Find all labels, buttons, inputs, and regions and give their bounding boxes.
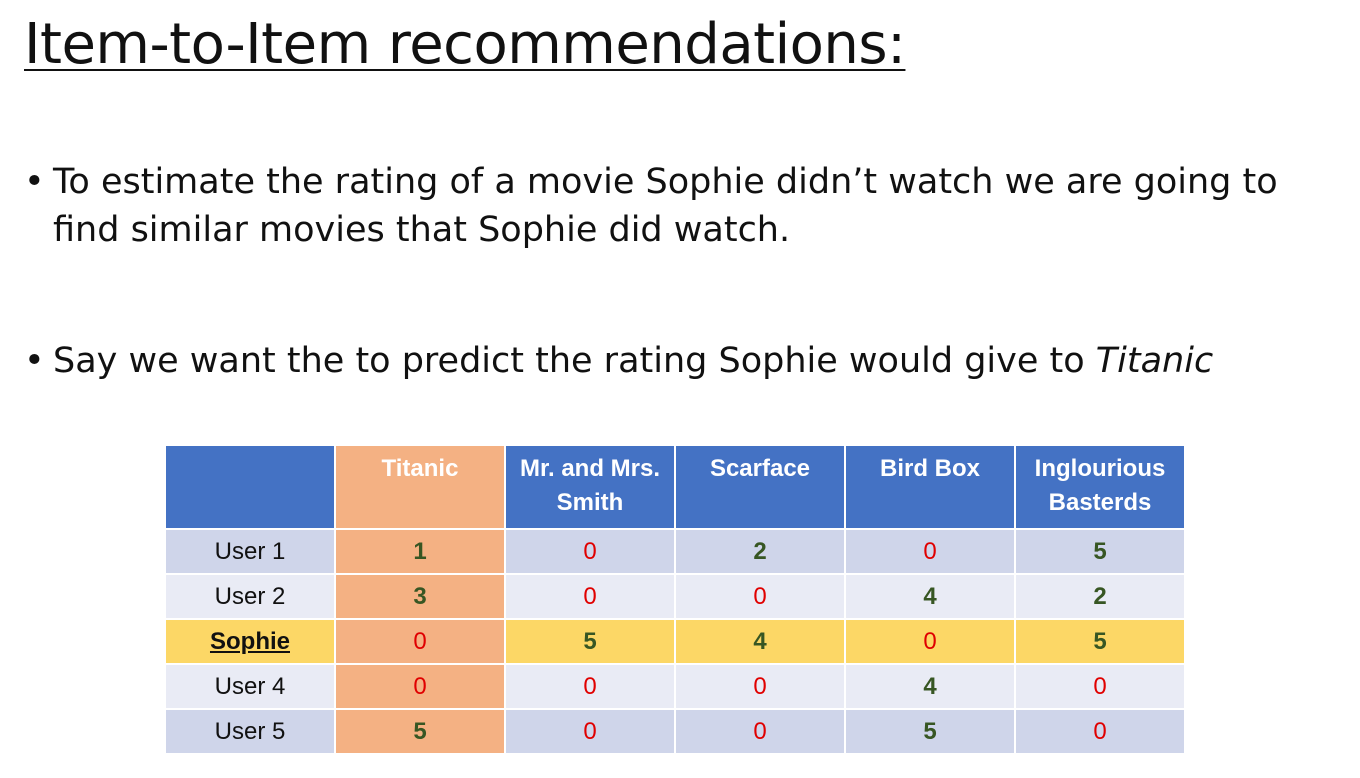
- column-header-titanic: Titanic: [334, 444, 506, 530]
- rating-cell: 0: [674, 573, 846, 620]
- rating-cell: 2: [674, 528, 846, 575]
- bullet-2-movie-name: Titanic: [1095, 341, 1214, 381]
- bullet-marker: •: [24, 341, 45, 381]
- column-header-bird-box: Bird Box: [844, 444, 1016, 530]
- row-label-sophie: Sophie: [164, 618, 336, 665]
- bullet-2-text-plain: Say we want the to predict the rating So…: [53, 341, 1096, 381]
- slide-title: Item-to-Item recommendations:: [24, 12, 906, 77]
- bullet-2: • Say we want the to predict the rating …: [24, 337, 1334, 385]
- rating-cell: 0: [504, 573, 676, 620]
- rating-cell: 1: [334, 528, 506, 575]
- column-header-inglourious-basterds: Inglourious Basterds: [1014, 444, 1186, 530]
- rating-cell: 5: [334, 708, 506, 755]
- rating-cell: 0: [504, 663, 676, 710]
- rating-cell: 5: [844, 708, 1016, 755]
- rating-cell: 0: [334, 618, 506, 665]
- bullet-marker: •: [24, 162, 45, 202]
- rating-cell: 0: [674, 708, 846, 755]
- rating-cell: 3: [334, 573, 506, 620]
- column-header-mr-and-mrs-smith: Mr. and Mrs. Smith: [504, 444, 676, 530]
- rating-cell: 0: [844, 618, 1016, 665]
- rating-cell: 4: [844, 663, 1016, 710]
- row-label: User 1: [164, 528, 336, 575]
- bullet-1-text: To estimate the rating of a movie Sophie…: [53, 162, 1278, 250]
- table-row: User 5 5 0 0 5 0: [164, 708, 1186, 755]
- rating-cell: 0: [1014, 708, 1186, 755]
- table-row-sophie: Sophie 0 5 4 0 5: [164, 618, 1186, 665]
- rating-cell: 5: [1014, 618, 1186, 665]
- table-row: User 2 3 0 0 4 2: [164, 573, 1186, 620]
- bullet-1: • To estimate the rating of a movie Soph…: [24, 158, 1334, 254]
- row-label: User 4: [164, 663, 336, 710]
- rating-cell: 5: [1014, 528, 1186, 575]
- bullet-2-text: Say we want the to predict the rating So…: [53, 337, 1334, 385]
- table-row: User 4 0 0 0 4 0: [164, 663, 1186, 710]
- row-label: User 2: [164, 573, 336, 620]
- rating-cell: 2: [1014, 573, 1186, 620]
- rating-cell: 5: [504, 618, 676, 665]
- ratings-table: Titanic Mr. and Mrs. Smith Scarface Bird…: [164, 444, 1186, 755]
- table-header-row: Titanic Mr. and Mrs. Smith Scarface Bird…: [164, 444, 1186, 530]
- rating-cell: 4: [844, 573, 1016, 620]
- column-header-scarface: Scarface: [674, 444, 846, 530]
- rating-cell: 0: [504, 528, 676, 575]
- rating-cell: 0: [504, 708, 676, 755]
- rating-cell: 4: [674, 618, 846, 665]
- rating-cell: 0: [1014, 663, 1186, 710]
- rating-cell: 0: [674, 663, 846, 710]
- rating-cell: 0: [844, 528, 1016, 575]
- row-label: User 5: [164, 708, 336, 755]
- rating-cell: 0: [334, 663, 506, 710]
- table-row: User 1 1 0 2 0 5: [164, 528, 1186, 575]
- table-corner-cell: [164, 444, 336, 530]
